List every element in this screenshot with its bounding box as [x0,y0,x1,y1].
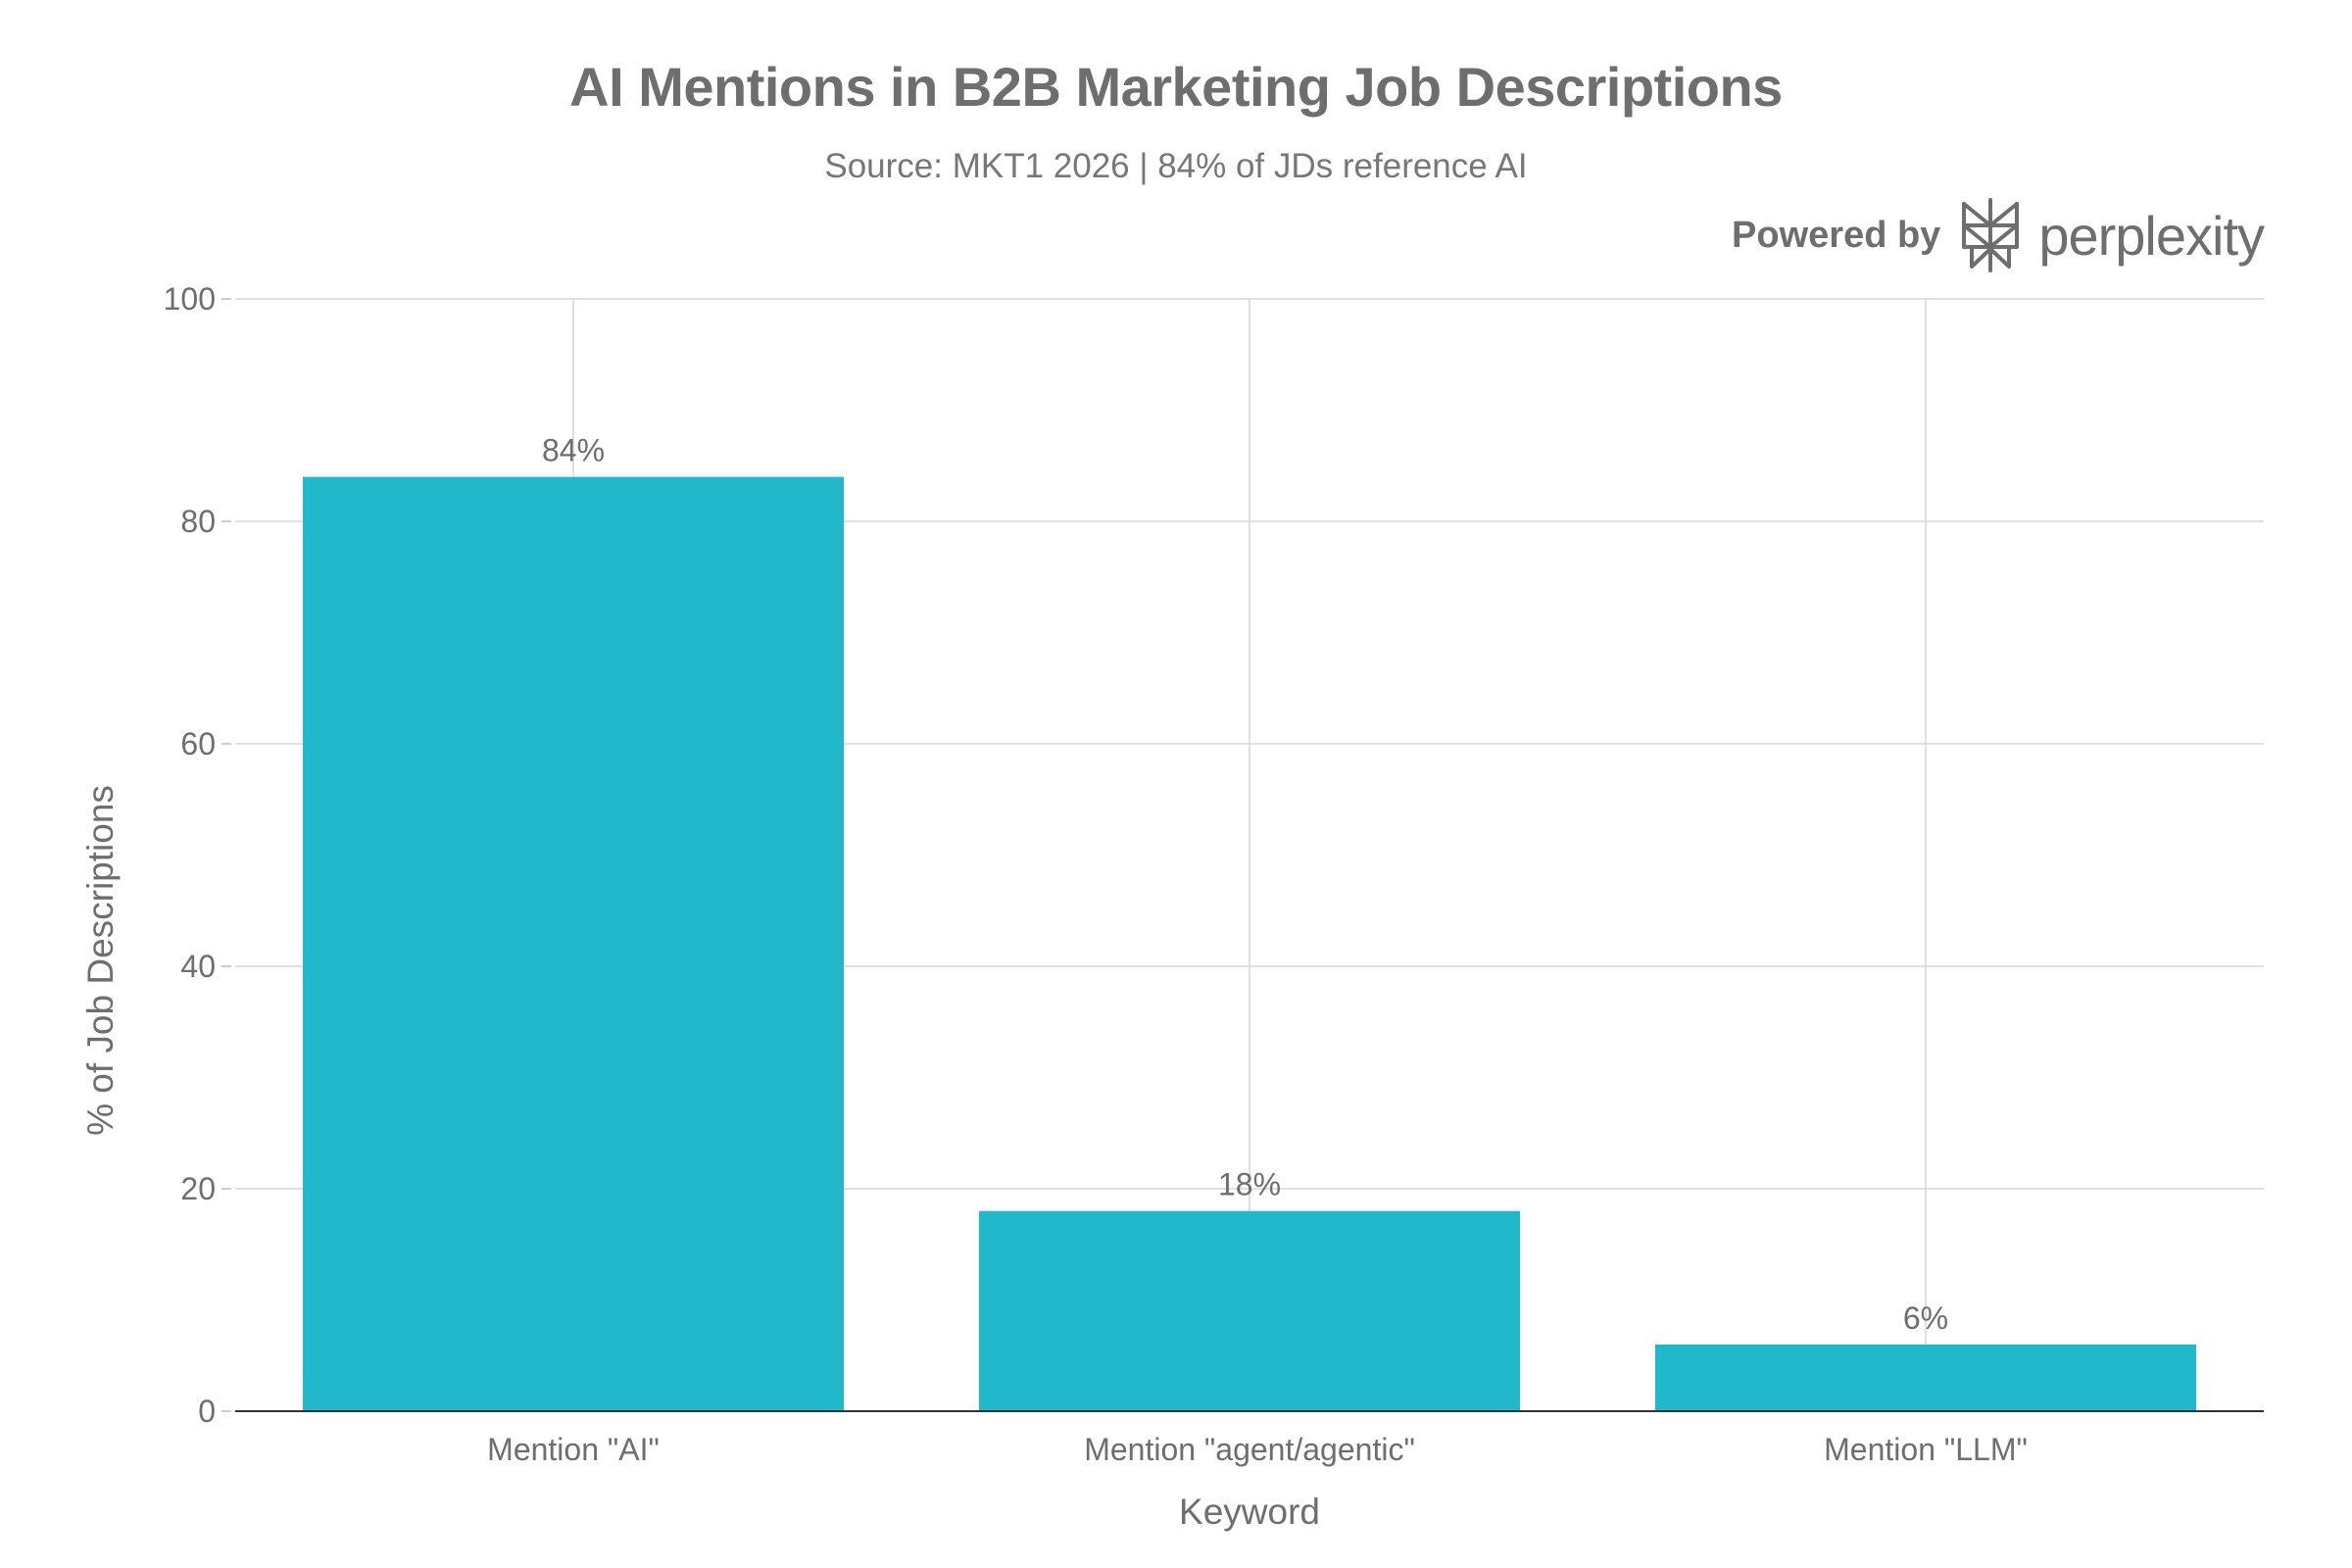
y-tick-label: 100 [164,281,216,317]
x-axis-title: Keyword [1179,1492,1320,1532]
perplexity-wordmark: perplexity [2038,204,2265,267]
bar [979,1210,1520,1411]
y-tick-label: 0 [198,1394,216,1429]
y-tick-label: 80 [180,504,216,539]
perplexity-logo-icon [1962,198,2020,272]
powered-by-label: Powered by [1732,214,1941,256]
y-tick-label: 60 [180,726,216,761]
data-label: 6% [1903,1300,1948,1336]
y-tick-label: 40 [180,949,216,984]
labels-layer: 84% 18% 6% [542,433,1948,1336]
data-label: 18% [1218,1167,1281,1202]
x-tick-label: Mention "LLM" [1824,1432,2028,1467]
bars-layer [303,476,2196,1412]
y-axis-title: % of Job Descriptions [80,785,121,1136]
data-label: 84% [542,433,605,468]
chart-title: AI Mentions in B2B Marketing Job Descrip… [569,56,1783,118]
chart-subtitle: Source: MKT1 2026 | 84% of JDs reference… [824,147,1528,185]
x-tick-label: Mention "AI" [487,1432,660,1467]
bar [303,476,844,1412]
powered-by-badge: Powered by perplexity [1732,196,2265,274]
y-tick-label: 20 [180,1171,216,1206]
bar [1655,1344,2196,1411]
axis-layer: 0 20 40 60 80 100 Mention "AI" Mention "agent/a… [164,281,2264,1467]
x-tick-label: Mention "agent/agentic" [1084,1432,1415,1467]
